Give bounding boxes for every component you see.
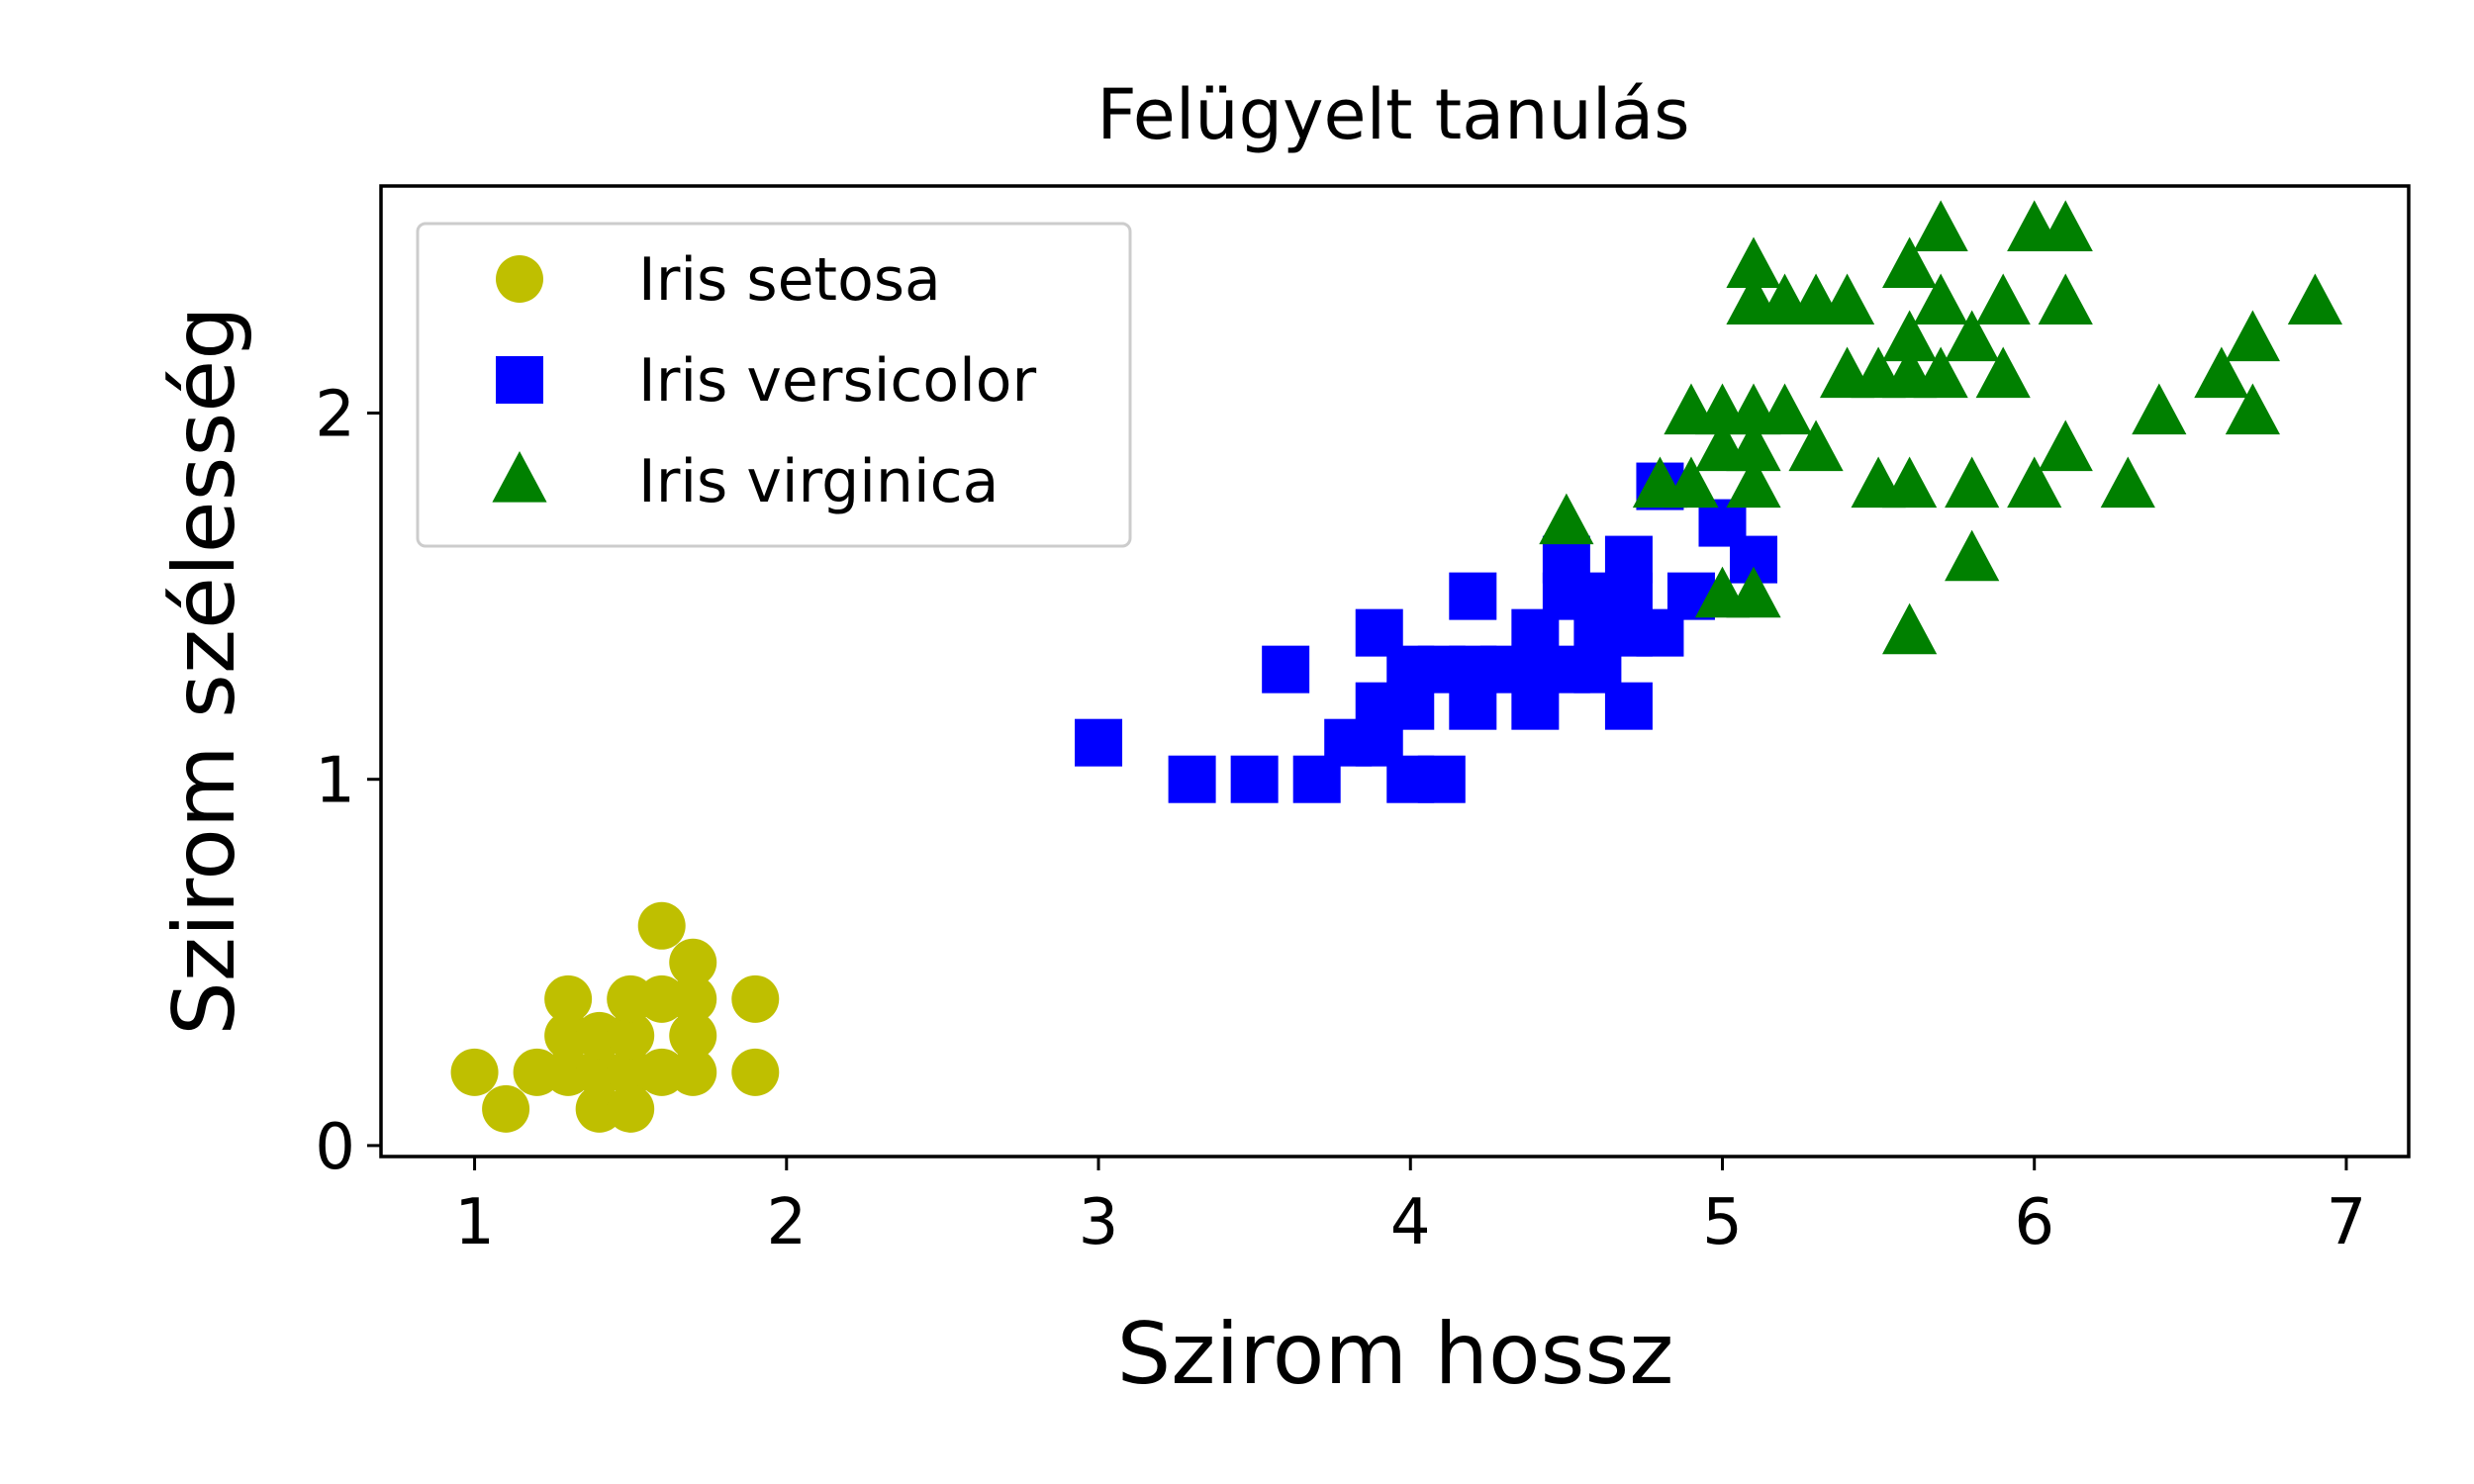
data-point xyxy=(1975,346,2031,399)
data-point xyxy=(1882,310,1938,362)
data-point xyxy=(637,901,686,950)
data-point xyxy=(544,974,593,1023)
data-point xyxy=(2038,273,2093,325)
plot-frame xyxy=(379,184,2411,1159)
y-tick-label: 1 xyxy=(315,745,355,818)
x-tick-label: 7 xyxy=(2327,1186,2367,1259)
data-point xyxy=(2132,383,2187,435)
legend-marker xyxy=(496,356,543,404)
data-point xyxy=(2225,310,2280,362)
legend: Iris setosa Iris versicolor Iris virginica xyxy=(416,222,1132,548)
data-point xyxy=(1945,456,2000,509)
data-point xyxy=(1726,236,1781,289)
data-point xyxy=(1819,273,1875,325)
x-axis: 1 2 3 4 5 6 7 xyxy=(454,1157,2366,1259)
data-point xyxy=(1913,346,1968,399)
x-tick-label: 5 xyxy=(1702,1186,1743,1259)
data-point xyxy=(1449,572,1497,620)
data-point xyxy=(1882,236,1938,289)
legend-label: Iris setosa xyxy=(638,245,941,315)
data-point xyxy=(2287,273,2343,325)
data-point xyxy=(2225,383,2280,435)
data-point xyxy=(2194,346,2249,399)
legend-label: Iris versicolor xyxy=(638,346,1036,416)
data-point xyxy=(669,1048,717,1096)
data-point xyxy=(731,974,780,1023)
data-point xyxy=(1262,645,1310,694)
data-point xyxy=(1882,603,1938,655)
data-point xyxy=(2038,200,2093,252)
data-point xyxy=(1604,682,1653,730)
y-tick-label: 0 xyxy=(315,1111,355,1184)
data-point xyxy=(1230,755,1279,803)
data-point xyxy=(1757,383,1813,435)
data-point xyxy=(1417,755,1466,803)
x-tick-label: 6 xyxy=(2014,1186,2054,1259)
data-point xyxy=(1726,419,1781,472)
data-point xyxy=(1539,493,1594,545)
data-point xyxy=(1726,566,1781,618)
data-point xyxy=(1075,718,1123,767)
data-point xyxy=(1604,535,1653,584)
data-point xyxy=(731,1048,780,1096)
data-point xyxy=(450,1048,499,1096)
data-point xyxy=(2038,419,2093,472)
data-point xyxy=(669,974,717,1023)
chart-title: Felügyelt tanulás xyxy=(1096,74,1689,155)
y-axis-label: Szirom szélesség xyxy=(155,306,254,1036)
data-point xyxy=(482,1084,530,1133)
legend-box xyxy=(416,222,1132,548)
legend-marker xyxy=(492,451,547,503)
legend-label: Iris virginica xyxy=(638,447,999,516)
data-point xyxy=(2100,456,2155,509)
series-square xyxy=(1075,462,1778,803)
data-point xyxy=(1913,273,1968,325)
x-tick-label: 2 xyxy=(766,1186,807,1259)
x-tick-label: 1 xyxy=(454,1186,495,1259)
data-point xyxy=(669,1011,717,1060)
data-point xyxy=(1975,273,2031,325)
data-point xyxy=(1945,529,2000,582)
x-tick-label: 4 xyxy=(1390,1186,1431,1259)
data-point xyxy=(1882,456,1938,509)
data-point xyxy=(1788,419,1844,472)
data-point xyxy=(1168,755,1216,803)
data-point xyxy=(1664,456,1719,509)
data-point xyxy=(669,938,717,986)
series-triangle xyxy=(1539,200,2343,655)
y-tick-label: 2 xyxy=(315,379,355,452)
data-point xyxy=(607,1011,655,1060)
data-point xyxy=(1726,456,1781,509)
x-tick-label: 3 xyxy=(1079,1186,1119,1259)
legend-marker xyxy=(496,255,543,303)
data-point xyxy=(1945,310,2000,362)
data-point xyxy=(1913,200,1968,252)
data-point xyxy=(2007,456,2062,509)
x-axis-label: Szirom hossz xyxy=(1117,1305,1674,1404)
y-axis: 0 1 2 xyxy=(315,379,381,1184)
data-point xyxy=(607,1084,655,1133)
series-circle xyxy=(450,901,780,1133)
data-points xyxy=(450,200,2343,1133)
